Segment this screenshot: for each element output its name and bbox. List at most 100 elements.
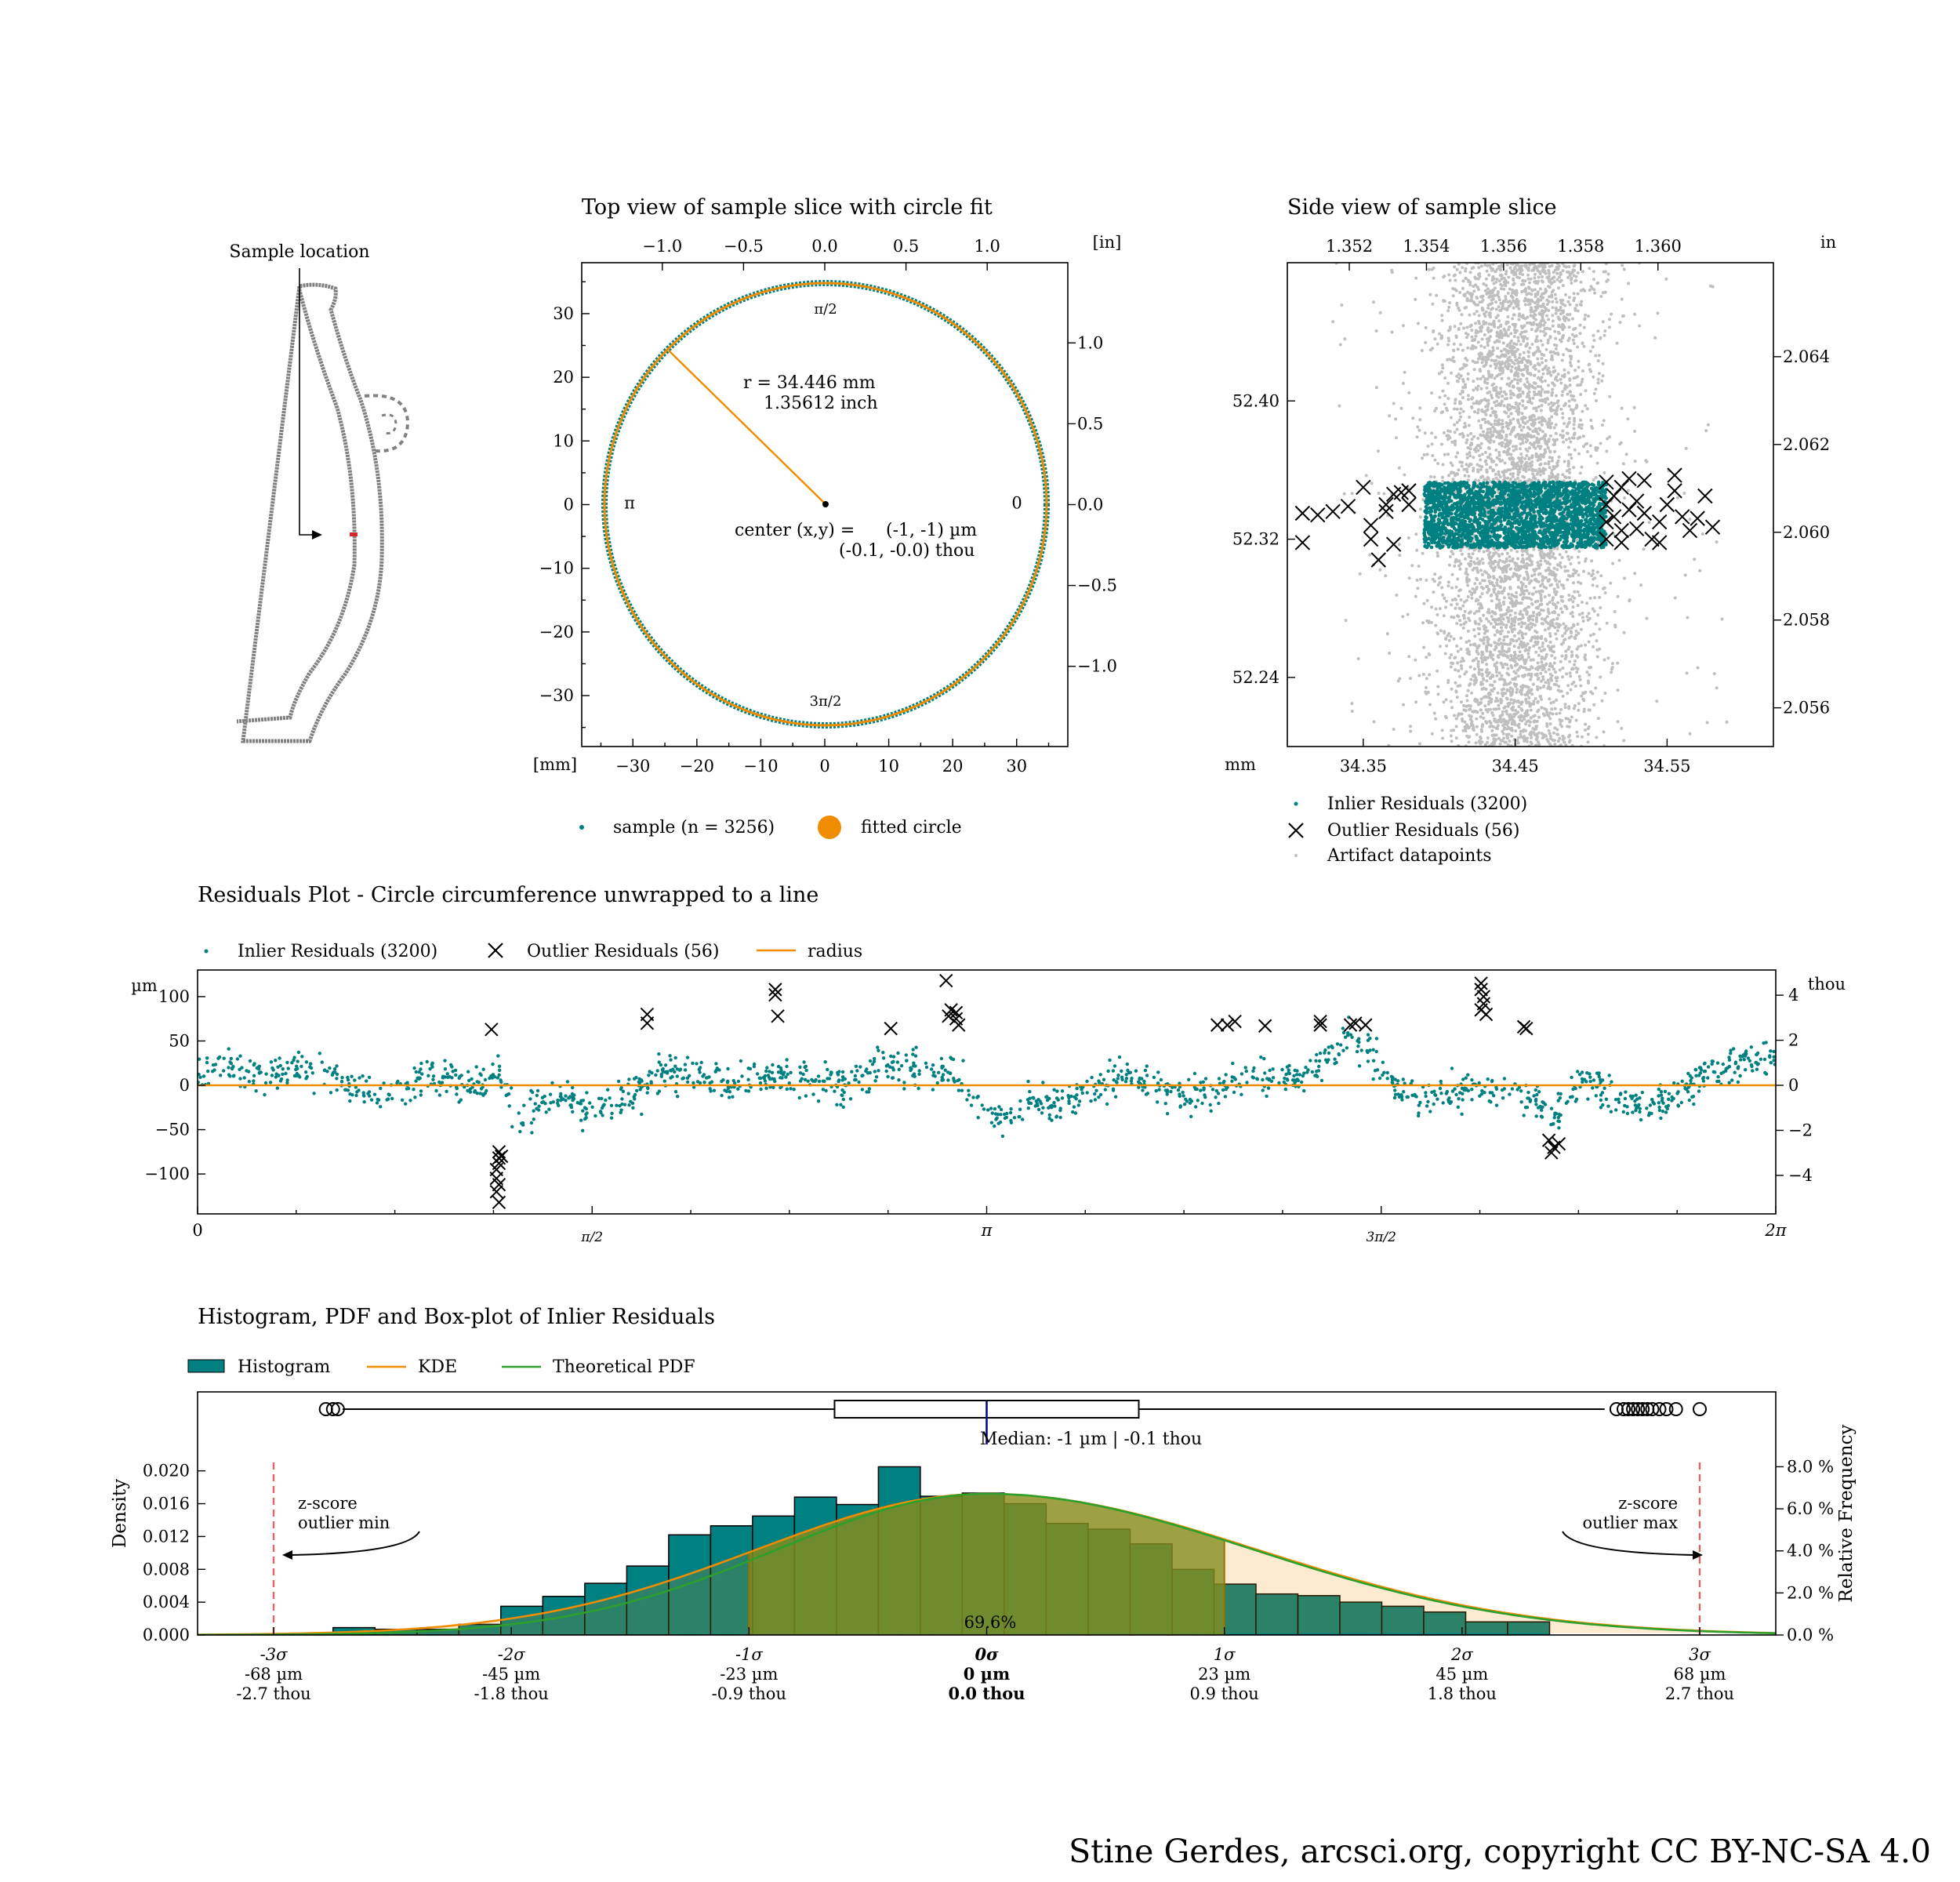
side-view-artifact-point <box>1450 572 1454 576</box>
side-view-artifact-point <box>1465 567 1468 571</box>
side-view-artifact-point <box>1520 412 1524 416</box>
top-view-y2-tick-label: 0.5 <box>1077 414 1103 433</box>
side-view-artifact-point <box>1510 460 1514 464</box>
side-view-artifact-point <box>1418 507 1422 511</box>
side-view-artifact-point <box>1507 647 1511 651</box>
side-view-artifact-point <box>1447 339 1451 343</box>
side-view-artifact-point <box>1594 387 1598 391</box>
side-view-artifact-point <box>1599 606 1602 609</box>
side-view-artifact-point <box>1479 708 1483 712</box>
side-view-artifact-point <box>1541 656 1544 659</box>
side-view-artifact-point <box>1478 464 1482 468</box>
side-view-artifact-point <box>1463 422 1467 425</box>
top-view-angle-right: 0 <box>1011 494 1022 513</box>
side-view-artifact-point <box>1487 553 1490 557</box>
side-view-artifact-point <box>1541 590 1544 594</box>
side-view-artifact-point <box>1485 269 1489 273</box>
side-view-artifact-point <box>1493 719 1497 723</box>
side-view-artifact-point <box>1494 419 1497 423</box>
side-view-artifact-point <box>1492 575 1496 579</box>
side-view-artifact-point <box>1453 407 1456 411</box>
side-view-artifact-point <box>1407 655 1411 659</box>
side-view-artifact-point <box>1472 345 1476 349</box>
side-view-artifact-point <box>1501 369 1505 372</box>
side-view-artifact-point <box>1552 739 1556 743</box>
side-view-artifact-point <box>1472 380 1475 383</box>
side-view-artifact-point <box>1477 609 1481 613</box>
side-view-artifact-point <box>1475 725 1479 728</box>
side-view-artifact-point <box>1501 552 1504 556</box>
side-view-artifact-point <box>1494 620 1497 623</box>
side-view-artifact-point <box>1350 702 1354 706</box>
side-view-artifact-point <box>1557 317 1561 320</box>
side-view-artifact-point <box>1520 358 1524 362</box>
side-view-artifact-point <box>1554 336 1558 340</box>
side-view-artifact-point <box>1564 265 1568 269</box>
side-view-artifact-point <box>1466 629 1470 633</box>
side-view-artifact-point <box>1450 687 1454 691</box>
side-view-artifact-point <box>1582 569 1586 573</box>
side-view-artifact-point <box>1450 586 1454 590</box>
side-view-artifact-point <box>1586 740 1590 744</box>
top-view-x2-tick-label: 1.0 <box>975 237 1000 256</box>
side-view-artifact-point <box>1446 634 1450 638</box>
side-view-artifact-point <box>1497 298 1501 302</box>
side-view-artifact-point <box>1568 361 1572 365</box>
side-view-artifact-point <box>1516 300 1520 303</box>
side-view-artifact-point <box>1503 574 1507 578</box>
side-view-artifact-point <box>1507 275 1511 279</box>
side-view-artifact-point <box>1496 691 1500 695</box>
side-view-artifact-point <box>1519 343 1523 347</box>
side-view-artifact-point <box>1452 349 1456 353</box>
side-view-artifact-point <box>1521 273 1525 277</box>
side-view-artifact-point <box>1541 468 1545 472</box>
side-view-artifact-point <box>1547 318 1551 322</box>
side-view-artifact-point <box>1579 684 1583 688</box>
side-view-artifact-point <box>1534 418 1537 421</box>
side-view-artifact-point <box>1541 582 1544 586</box>
side-view-artifact-point <box>1513 723 1517 727</box>
side-view-artifact-point <box>1550 415 1554 419</box>
side-view-artifact-point <box>1522 641 1526 645</box>
side-view-artifact-point <box>1454 585 1458 589</box>
side-view-artifact-point <box>1548 419 1552 423</box>
top-view-legend-circle-marker <box>818 816 841 839</box>
side-view-artifact-point <box>1521 373 1525 377</box>
side-view-artifact-point <box>1539 695 1543 699</box>
side-view-artifact-point <box>1502 347 1506 351</box>
side-view-artifact-point <box>1688 518 1692 521</box>
side-view-artifact-point <box>1504 392 1508 396</box>
side-view-artifact-point <box>1561 599 1565 603</box>
side-view-artifact-point <box>1421 621 1425 625</box>
side-view-artifact-point <box>1575 538 1579 542</box>
side-view-artifact-point <box>1436 342 1439 346</box>
side-view-artifact-point <box>1526 277 1530 281</box>
side-view-artifact-point <box>1506 656 1510 659</box>
side-view-artifact-point <box>1573 420 1577 423</box>
side-view-artifact-point <box>1504 709 1508 713</box>
side-view-artifact-point <box>1460 664 1463 667</box>
side-view-artifact-point <box>1587 572 1591 576</box>
side-view-artifact-point <box>1551 324 1555 328</box>
side-view-artifact-point <box>1548 734 1552 738</box>
side-view-artifact-point <box>1553 438 1557 442</box>
top-view-x2-tick-label: 0.0 <box>811 237 837 256</box>
side-view-artifact-point <box>1584 557 1588 561</box>
side-view-artifact-point <box>1533 288 1537 292</box>
side-view-artifact-point <box>1399 406 1403 410</box>
side-view-artifact-point <box>1449 461 1453 465</box>
side-view-artifact-point <box>1533 393 1537 397</box>
side-view-artifact-point <box>1585 615 1589 619</box>
side-view-artifact-point <box>1566 554 1570 558</box>
side-view-artifact-point <box>1544 379 1547 383</box>
side-view-artifact-point <box>1540 660 1544 664</box>
side-view-artifact-point <box>1465 576 1468 579</box>
side-view-artifact-point <box>1448 301 1452 305</box>
side-view-artifact-point <box>1555 300 1559 304</box>
side-view-artifact-point <box>1516 420 1520 423</box>
side-view-artifact-point <box>1512 426 1516 429</box>
side-view-artifact-point <box>1567 420 1571 424</box>
side-view-artifact-point <box>1573 596 1577 600</box>
side-view-artifact-point <box>1552 426 1556 430</box>
side-view-artifact-point <box>1488 452 1492 456</box>
